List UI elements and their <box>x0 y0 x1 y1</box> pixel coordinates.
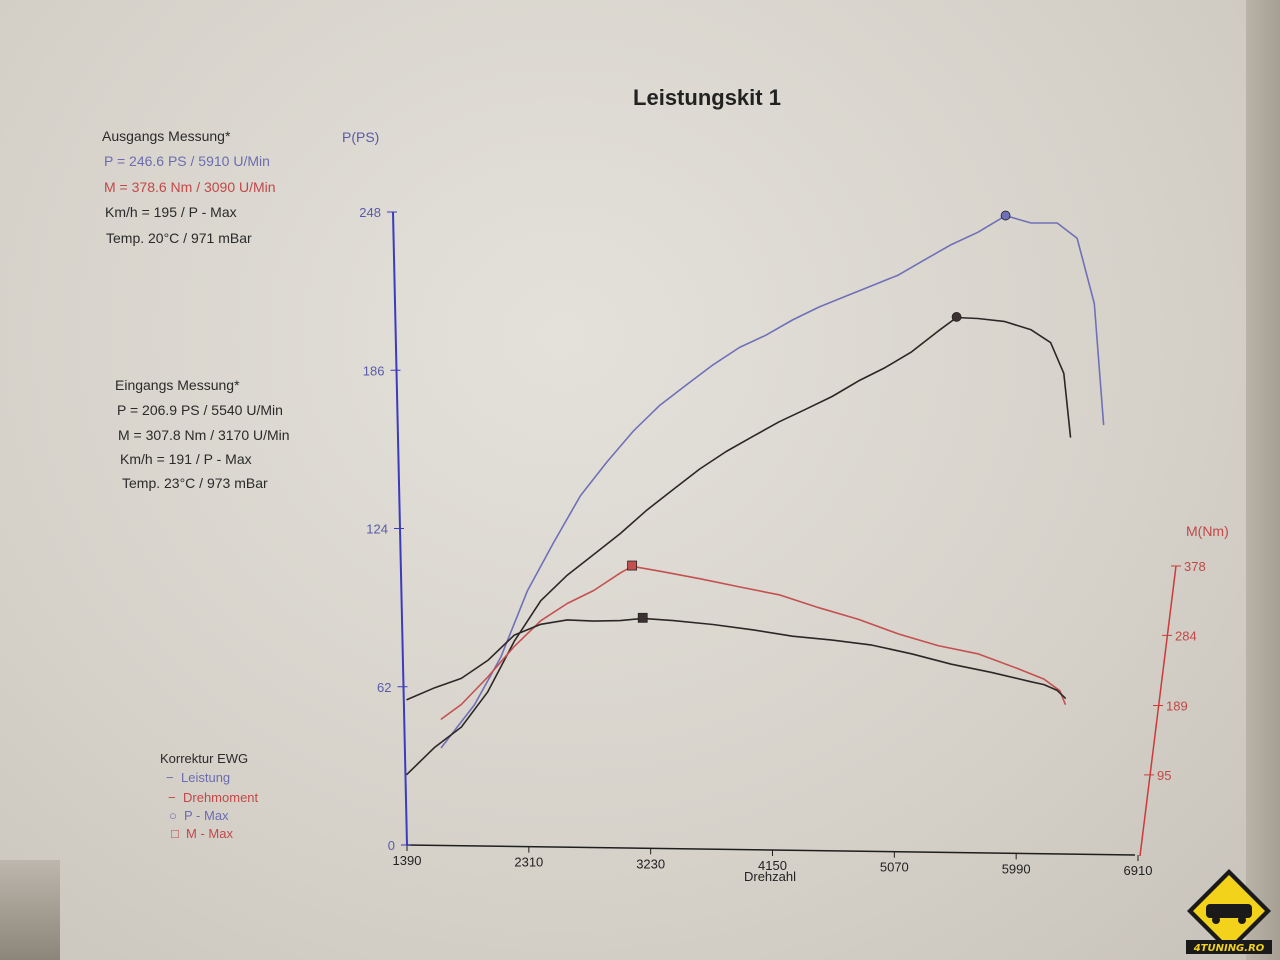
p-max-marker <box>1000 210 1011 221</box>
desk-corner <box>0 860 60 960</box>
y-left-tick-label: 124 <box>366 522 388 537</box>
info-ausgang-heading: Ausgangs Messung* <box>102 128 231 144</box>
info-ausgang-temp: Temp. 20°C / 971 mBar <box>106 230 252 246</box>
legend-symbol-drehmoment: − <box>168 790 176 805</box>
legend-symbol-leistung: − <box>166 770 174 785</box>
paper-edge <box>1246 0 1280 960</box>
axis-ticks: 1390 2310 3230 4150 5070 5990 6910 0 62 124 186 248… <box>359 205 1205 878</box>
y-right-tick-label: 378 <box>1184 559 1206 574</box>
info-ausgang-m: M = 378.6 Nm / 3090 U/Min <box>104 179 276 195</box>
y-left-axis-label: P(PS) <box>342 129 379 145</box>
logo-text: 4TUNING.RO <box>1193 943 1265 954</box>
series-line-drehmoment-ausgang <box>440 565 1066 720</box>
info-eingang-heading: Eingangs Messung* <box>115 377 240 393</box>
legend-label-leistung: Leistung <box>181 770 230 785</box>
x-axis-label: Drehzahl <box>744 869 796 884</box>
y-left-tick-label: 248 <box>359 205 381 220</box>
legend-symbol-mmax: □ <box>171 826 179 841</box>
legend-symbol-pmax: ○ <box>169 808 177 823</box>
y-right-tick-label: 189 <box>1166 699 1188 714</box>
legend-label-drehmoment: Drehmoment <box>183 790 259 805</box>
logo-text-bg <box>1186 940 1272 954</box>
x-tick-label: 4150 <box>758 858 787 873</box>
x-tick-label: 3230 <box>636 856 665 871</box>
info-eingang-m: M = 307.8 Nm / 3170 U/Min <box>118 427 290 443</box>
x-tick-label: 5070 <box>880 860 909 875</box>
brand-logo: 4TUNING.RO <box>1186 869 1272 954</box>
series-layer <box>406 214 1105 776</box>
m-max-marker <box>637 612 648 623</box>
info-ausgang-p: P = 246.6 PS / 5910 U/Min <box>104 153 270 169</box>
y-right-tick-label: 284 <box>1175 628 1197 643</box>
x-tick-label: 5990 <box>1002 861 1031 876</box>
y-right-axis-line <box>1139 565 1177 857</box>
info-ausgang-kmh: Km/h = 195 / P - Max <box>105 204 237 220</box>
marker-layer <box>627 210 1011 623</box>
series-line-leistung-eingang <box>406 316 1072 776</box>
x-tick-label: 2310 <box>514 855 543 870</box>
paper-sheet <box>0 0 1250 960</box>
x-tick-label: 1390 <box>393 853 422 868</box>
legend-title: Korrektur EWG <box>160 751 248 766</box>
info-eingang-temp: Temp. 23°C / 973 mBar <box>122 475 268 491</box>
info-eingang: Eingangs Messung* P = 206.9 PS / 5540 U/… <box>115 377 290 491</box>
y-left-tick-label: 186 <box>363 363 385 378</box>
m-max-marker <box>627 560 638 571</box>
p-max-marker <box>951 312 962 322</box>
logo-car-icon <box>1206 904 1252 918</box>
x-axis-line <box>406 844 1136 856</box>
y-left-tick-label: 62 <box>377 680 391 695</box>
logo-wheel-icon <box>1238 916 1246 924</box>
chart-title: Leistungskit 1 <box>633 85 781 110</box>
legend: Korrektur EWG − Leistung − Drehmoment ○ … <box>160 751 259 841</box>
series-line-leistung-ausgang <box>440 214 1105 749</box>
info-ausgang: Ausgangs Messung* P = 246.6 PS / 5910 U/… <box>102 128 276 246</box>
y-right-axis-label: M(Nm) <box>1186 523 1229 539</box>
series-line-drehmoment-eingang <box>406 617 1066 701</box>
info-eingang-p: P = 206.9 PS / 5540 U/Min <box>117 402 283 418</box>
info-eingang-kmh: Km/h = 191 / P - Max <box>120 451 252 467</box>
logo-wheel-icon <box>1212 916 1220 924</box>
legend-label-pmax: P - Max <box>184 808 229 823</box>
y-left-tick-label: 0 <box>388 838 395 853</box>
legend-label-mmax: M - Max <box>186 826 233 841</box>
y-right-tick-label: 95 <box>1157 768 1171 783</box>
x-tick-label: 6910 <box>1124 863 1153 878</box>
